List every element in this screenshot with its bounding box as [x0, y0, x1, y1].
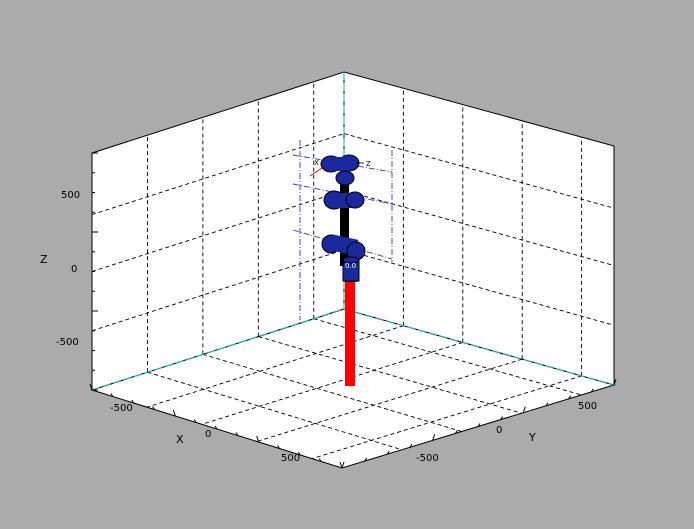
joint-axis-line — [292, 183, 393, 205]
z-tick-labels: 500 0 -500 — [56, 190, 80, 348]
y-axis-label: Y — [528, 431, 536, 444]
x-tick-mark — [152, 406, 155, 410]
y-tick-mark — [568, 395, 572, 400]
base-pedestal — [345, 278, 355, 386]
left-wall-grid-line — [91, 190, 345, 272]
y-tick-mark — [477, 423, 481, 427]
x-tick-mark — [277, 445, 280, 449]
x-tick-mark — [193, 419, 197, 423]
floor-grid-line — [258, 336, 522, 414]
x-tick-mark — [235, 432, 239, 436]
frame-x-line — [309, 167, 323, 177]
right-wall-grid-line — [343, 249, 615, 326]
joint-disc — [345, 191, 365, 209]
left-wall-grid-line — [91, 133, 345, 216]
x-tick-mark — [172, 409, 176, 417]
joint-axes — [292, 140, 393, 320]
origin-lines — [91, 72, 615, 391]
x-tick-mark — [89, 383, 93, 391]
right-wall-grid-line — [343, 133, 615, 209]
x-tick-label: -500 — [110, 403, 133, 414]
z-tick-label: 500 — [61, 190, 80, 201]
z-tick-label: 0 — [71, 264, 77, 275]
x-tick-label: 0 — [205, 429, 211, 440]
robot-model[interactable]: X Z 0.0 — [292, 140, 393, 386]
floor-grid-line — [256, 358, 523, 442]
joint-disc — [342, 256, 360, 264]
x-axis-label: X — [176, 433, 184, 446]
x-tick-mark — [131, 399, 135, 404]
x-tick-label: 500 — [281, 453, 300, 464]
frame-label-z: Z — [366, 160, 371, 168]
x-tick-mark — [318, 458, 322, 462]
y-tick-mark — [364, 457, 368, 462]
end-effector-frame: X Z 0.0 — [309, 159, 371, 270]
joint-base — [342, 256, 360, 282]
joint-body — [331, 157, 349, 171]
y-tick-mark — [522, 406, 526, 413]
grid-lines — [91, 81, 615, 460]
y-tick-mark — [341, 461, 345, 469]
floor-grid-line — [146, 325, 404, 408]
x-tick-mark — [256, 435, 260, 443]
joint-disc — [335, 170, 355, 186]
joint-elbow — [321, 234, 366, 261]
y-tick-mark — [432, 434, 436, 441]
y-tick-labels: -500 0 500 — [416, 401, 597, 464]
z-tick-label: -500 — [56, 337, 79, 348]
x-tick-labels: -500 0 500 — [110, 403, 300, 464]
y-tick-mark — [545, 402, 549, 407]
left-wall-grid-line — [91, 249, 345, 332]
frame-label-x: X — [314, 159, 319, 167]
floor-grid-line — [313, 318, 582, 396]
joint-value-label: 0.0 — [345, 262, 356, 270]
y-tick-mark — [500, 416, 504, 420]
z-axis-label: Z — [40, 253, 48, 266]
joint-axis-line — [292, 154, 393, 173]
floor-grid-line — [147, 371, 402, 451]
y-tick-mark — [386, 450, 390, 455]
y-tick-mark — [454, 430, 458, 434]
link-vertical — [340, 162, 349, 266]
y-tick-label: -500 — [416, 453, 439, 464]
y-tick-label: 500 — [578, 401, 597, 412]
x-tick-mark — [339, 461, 343, 469]
y-tick-mark — [590, 388, 594, 393]
y-tick-mark — [409, 443, 413, 448]
x-tick-mark — [297, 451, 301, 456]
floor-grid-line — [201, 342, 463, 425]
origin-line-floor-b — [343, 308, 615, 386]
tick-marks — [89, 152, 617, 469]
y-tick-mark — [613, 378, 617, 386]
joint-axis-line — [292, 229, 393, 260]
joint-top — [320, 154, 360, 186]
origin-line-floor-a — [91, 308, 345, 391]
floor-grid-line — [202, 353, 462, 432]
y-tick-label: 0 — [496, 425, 502, 436]
joint-upper — [323, 190, 365, 210]
x-tick-mark — [110, 393, 114, 397]
right-wall-grid-line — [343, 190, 615, 266]
x-tick-mark — [214, 425, 218, 430]
floor-grid-line — [311, 375, 582, 460]
